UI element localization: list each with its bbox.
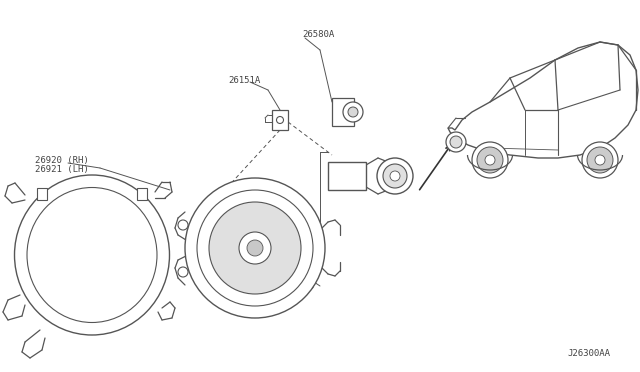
Bar [332, 98, 354, 126]
Circle shape [383, 164, 407, 188]
Ellipse shape [15, 175, 170, 335]
Circle shape [343, 102, 363, 122]
Circle shape [348, 107, 358, 117]
Polygon shape [448, 42, 638, 158]
Circle shape [239, 232, 271, 264]
Circle shape [472, 142, 508, 178]
Text: 26921 (LH): 26921 (LH) [35, 165, 89, 174]
Text: 26151A: 26151A [228, 76, 260, 85]
Text: 26155 (LH): 26155 (LH) [262, 281, 316, 290]
Bar [37, 188, 47, 200]
Bar [272, 110, 288, 130]
Circle shape [377, 158, 413, 194]
Text: 26580A: 26580A [302, 30, 334, 39]
Circle shape [446, 132, 466, 152]
Circle shape [197, 190, 313, 306]
Text: 26920 (RH): 26920 (RH) [35, 156, 89, 165]
Circle shape [390, 171, 400, 181]
Circle shape [209, 202, 301, 294]
Circle shape [276, 116, 284, 124]
Circle shape [595, 155, 605, 165]
Ellipse shape [27, 187, 157, 323]
Bar [328, 162, 366, 190]
Bar [137, 188, 147, 200]
Text: J26300AA: J26300AA [567, 349, 610, 358]
Circle shape [247, 240, 263, 256]
Circle shape [178, 267, 188, 277]
Circle shape [185, 178, 325, 318]
Circle shape [485, 155, 495, 165]
Circle shape [582, 142, 618, 178]
Text: 26719: 26719 [294, 230, 321, 239]
Circle shape [587, 147, 613, 173]
Text: 26150 (RH): 26150 (RH) [262, 272, 316, 281]
Circle shape [477, 147, 503, 173]
Circle shape [450, 136, 462, 148]
Circle shape [178, 220, 188, 230]
